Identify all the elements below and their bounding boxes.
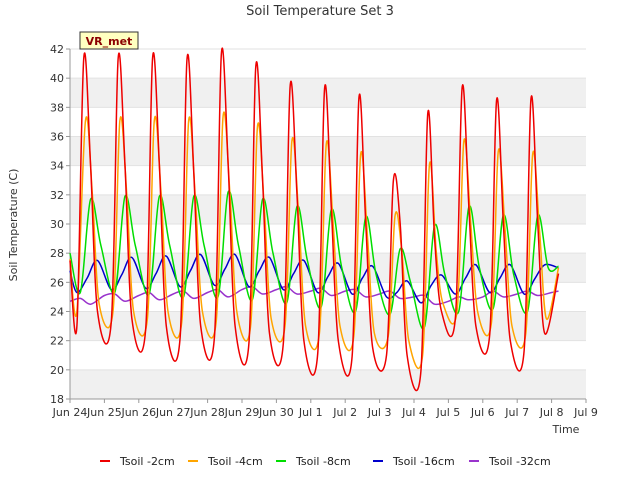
x-tick-label: Jul 7: [504, 406, 529, 419]
x-tick-label: Jul 9: [573, 406, 598, 419]
grid-band: [70, 78, 586, 108]
y-tick-label: 18: [50, 393, 64, 406]
site-tag: VR_met: [86, 35, 133, 48]
y-tick-label: 20: [50, 364, 64, 377]
y-tick-label: 30: [50, 218, 64, 231]
legend-label-tsoil-32cm: Tsoil -32cm: [488, 455, 551, 468]
y-tick-label: 32: [50, 189, 64, 202]
plot-background: [69, 48, 586, 400]
grid-band: [70, 311, 586, 341]
legend: Tsoil -2cm Tsoil -4cm Tsoil -8cm Tsoil -16c…: [100, 455, 551, 468]
legend-label-tsoil-2cm: Tsoil -2cm: [119, 455, 175, 468]
x-tick-label: Jul 1: [298, 406, 323, 419]
x-axis-label: Time: [552, 423, 580, 436]
y-tick-label: 34: [50, 160, 64, 173]
legend-label-tsoil-8cm: Tsoil -8cm: [295, 455, 351, 468]
series-lines: [69, 47, 560, 391]
x-tick-label: Jun 26: [120, 406, 156, 419]
x-tick-label: Jul 6: [470, 406, 495, 419]
x-tick-label: Jun 29: [224, 406, 260, 419]
y-tick-label: 38: [50, 101, 64, 114]
x-tick-label: Jul 4: [401, 406, 426, 419]
x-tick-label: Jun 27: [155, 406, 191, 419]
legend-label-tsoil-16cm: Tsoil -16cm: [392, 455, 455, 468]
y-axis-label: Soil Temperature (C): [7, 169, 20, 282]
series-line-tsoil-2cm: [69, 47, 560, 391]
series-line-tsoil-4cm: [69, 111, 560, 370]
y-tick-label: 40: [50, 72, 64, 85]
series-line-tsoil-8cm: [69, 190, 559, 330]
y-tick-label: 22: [50, 335, 64, 348]
y-tick-label: 28: [50, 247, 64, 260]
legend-label-tsoil-4cm: Tsoil -4cm: [207, 455, 263, 468]
x-tick-label: Jul 3: [367, 406, 392, 419]
grid-band: [70, 369, 586, 399]
y-tick-label: 42: [50, 43, 64, 56]
x-tick-label: Jun 28: [189, 406, 225, 419]
grid-band: [70, 194, 586, 224]
x-tick-label: Jun 24: [52, 406, 88, 419]
x-tick-label: Jul 8: [539, 406, 564, 419]
x-tick-label: Jul 2: [332, 406, 357, 419]
y-tick-label: 26: [50, 276, 64, 289]
x-tick-label: Jul 5: [436, 406, 461, 419]
y-axis: 18 20 22 24 26 28 30 32 34 36 38 40 42: [50, 43, 70, 406]
chart-title: Soil Temperature Set 3: [246, 4, 394, 19]
y-tick-label: 24: [50, 306, 64, 319]
y-tick-label: 36: [50, 131, 64, 144]
x-tick-label: Jun 25: [86, 406, 122, 419]
x-axis: Jun 24 Jun 25 Jun 26 Jun 27 Jun 28 Jun 29 Jun …: [52, 399, 598, 419]
site-tag-box: [79, 31, 139, 50]
x-tick-label: Jun 30: [258, 406, 294, 419]
